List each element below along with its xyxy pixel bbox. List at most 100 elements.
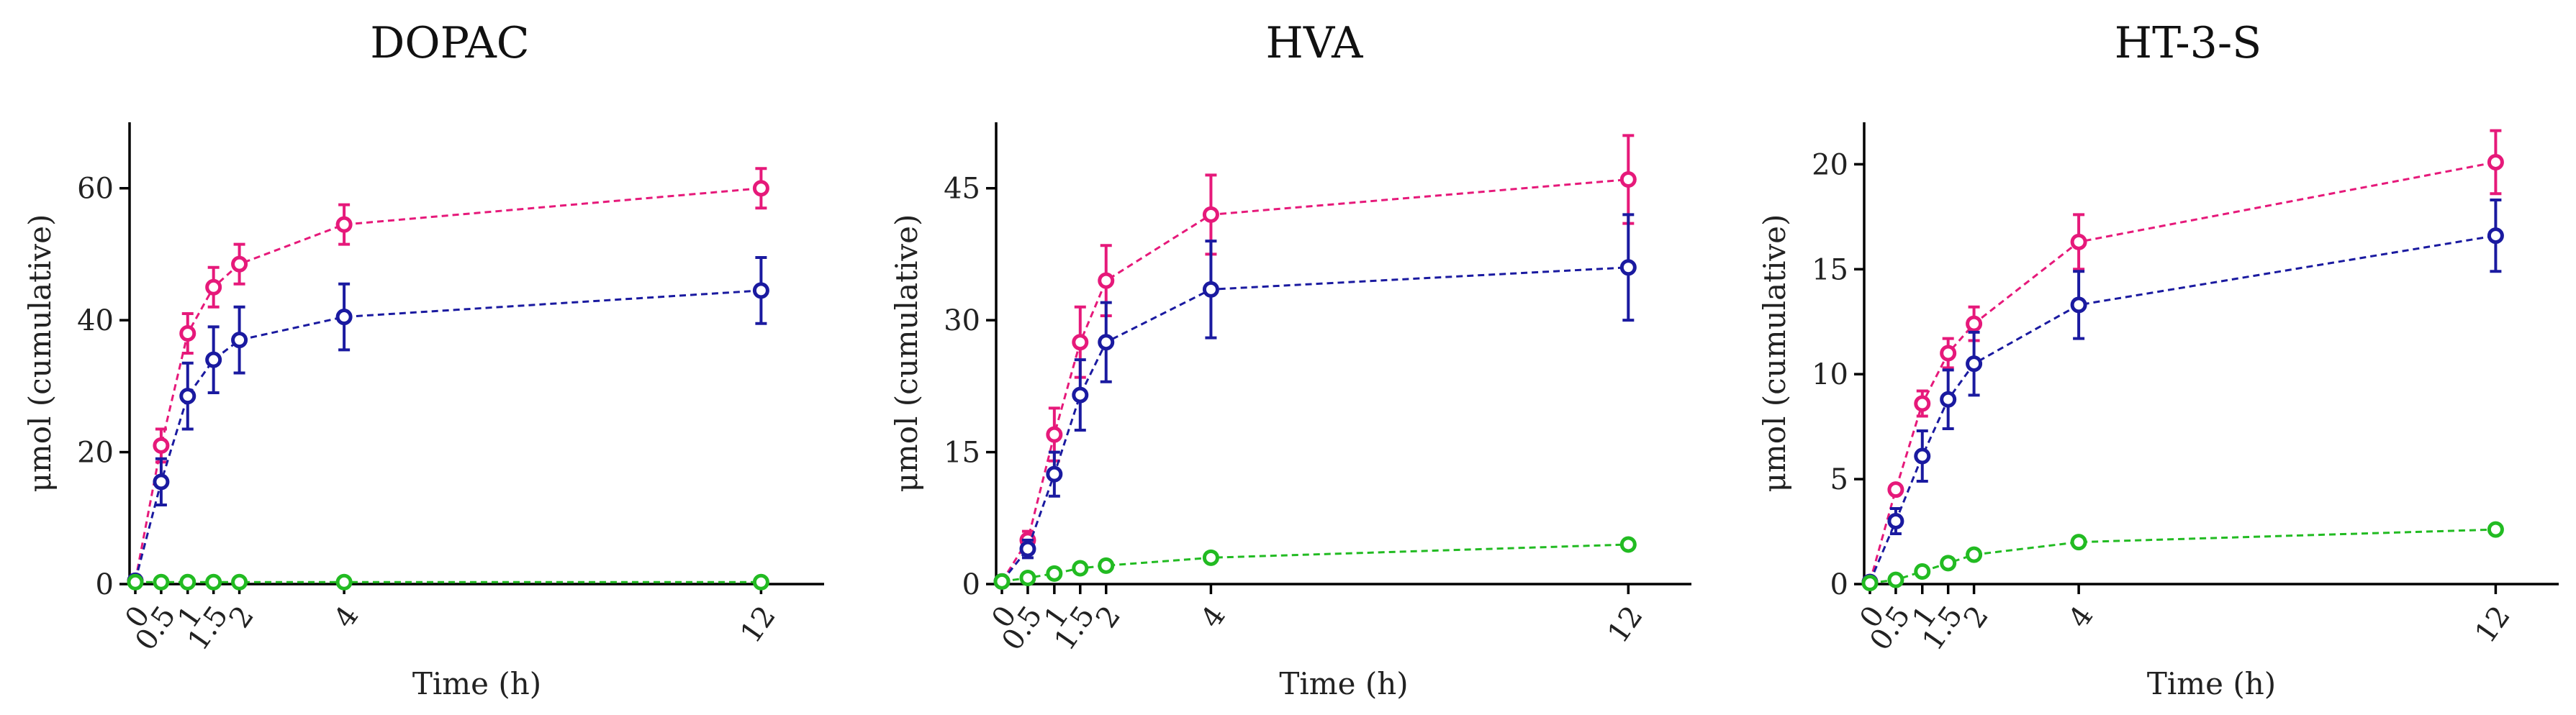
series-magenta bbox=[1861, 129, 2504, 591]
data-point bbox=[153, 473, 170, 491]
data-point bbox=[1202, 206, 1219, 223]
data-point bbox=[1072, 386, 1089, 404]
series-green bbox=[993, 536, 1637, 590]
data-point bbox=[752, 573, 769, 591]
series-line bbox=[1000, 178, 1629, 583]
data-point bbox=[205, 351, 222, 368]
series-line bbox=[1000, 266, 1629, 583]
series-line bbox=[1001, 543, 1629, 583]
series-magenta bbox=[127, 167, 769, 589]
data-point bbox=[1046, 565, 1063, 582]
data-point bbox=[1019, 569, 1036, 586]
data-point bbox=[1940, 391, 1957, 408]
data-point bbox=[1098, 272, 1115, 289]
series-blue bbox=[127, 256, 769, 589]
x-tick-label: 2 bbox=[1958, 600, 1995, 634]
data-point bbox=[231, 332, 248, 349]
series-green bbox=[1861, 521, 2504, 592]
x-tick-label: 2 bbox=[223, 600, 261, 634]
y-tick-label: 30 bbox=[944, 304, 980, 337]
data-point bbox=[335, 216, 353, 233]
y-tick-label: 15 bbox=[1812, 253, 1848, 286]
x-tick-label: 12 bbox=[2469, 600, 2517, 649]
data-point bbox=[127, 573, 144, 591]
data-point bbox=[2487, 227, 2504, 245]
data-point bbox=[153, 573, 170, 591]
series-line bbox=[1868, 160, 2496, 583]
data-point bbox=[2070, 296, 2087, 314]
y-tick-label: 5 bbox=[1830, 463, 1848, 496]
data-point bbox=[1887, 481, 1904, 498]
data-point bbox=[993, 573, 1011, 590]
chart-title: DOPAC bbox=[370, 18, 529, 68]
x-tick-label: 12 bbox=[1601, 600, 1650, 649]
data-point bbox=[1940, 555, 1957, 572]
y-tick-label: 60 bbox=[77, 173, 114, 206]
data-point bbox=[1619, 170, 1637, 188]
data-point bbox=[335, 573, 353, 591]
data-point bbox=[205, 573, 222, 591]
data-point bbox=[205, 278, 222, 296]
data-point bbox=[2070, 534, 2087, 551]
y-tick-label: 20 bbox=[77, 437, 114, 470]
data-point bbox=[1046, 465, 1063, 483]
data-point bbox=[1914, 563, 1931, 580]
data-point bbox=[153, 437, 170, 454]
data-point bbox=[179, 573, 196, 591]
y-tick-label: 0 bbox=[962, 568, 980, 601]
data-point bbox=[2487, 153, 2504, 170]
y-tick-label: 0 bbox=[96, 568, 114, 601]
chart-title: HVA bbox=[1266, 18, 1364, 68]
x-axis-label: Time (h) bbox=[1279, 666, 1408, 701]
y-axis-label: μmol (cumulative) bbox=[1757, 214, 1792, 493]
series-line bbox=[134, 187, 761, 581]
y-tick-label: 10 bbox=[1812, 358, 1848, 391]
series-line bbox=[1869, 528, 2496, 585]
x-axis-label: Time (h) bbox=[412, 666, 541, 701]
data-point bbox=[1966, 315, 1983, 332]
x-tick-label: 4 bbox=[2062, 600, 2100, 634]
data-point bbox=[1202, 281, 1219, 298]
data-point bbox=[231, 255, 248, 273]
data-point bbox=[752, 282, 769, 299]
series-green bbox=[127, 573, 769, 591]
series-blue bbox=[1861, 198, 2504, 591]
data-point bbox=[1861, 575, 1879, 592]
x-tick-label: 4 bbox=[1195, 600, 1232, 634]
data-point bbox=[1966, 546, 1983, 563]
y-tick-label: 15 bbox=[944, 437, 980, 470]
data-point bbox=[1202, 549, 1219, 566]
data-point bbox=[1098, 557, 1115, 574]
data-point bbox=[1887, 571, 1904, 588]
y-tick-label: 0 bbox=[1830, 568, 1848, 601]
data-point bbox=[2070, 233, 2087, 250]
data-point bbox=[335, 309, 353, 326]
x-axis-label: Time (h) bbox=[2147, 666, 2276, 701]
y-tick-label: 40 bbox=[77, 304, 114, 337]
data-point bbox=[1072, 334, 1089, 351]
y-axis-label: μmol (cumulative) bbox=[22, 214, 58, 493]
x-tick-label: 4 bbox=[327, 600, 365, 634]
series-line bbox=[1868, 234, 2496, 583]
x-tick-label: 12 bbox=[734, 600, 782, 649]
data-point bbox=[1046, 426, 1063, 443]
y-tick-label: 45 bbox=[944, 173, 980, 206]
x-tick-label: 2 bbox=[1090, 600, 1127, 634]
data-point bbox=[231, 573, 248, 591]
data-point bbox=[179, 388, 196, 405]
y-tick-label: 20 bbox=[1812, 148, 1848, 181]
data-point bbox=[1914, 395, 1931, 412]
data-point bbox=[752, 180, 769, 197]
data-point bbox=[1098, 334, 1115, 351]
data-point bbox=[1619, 259, 1637, 276]
data-point bbox=[1966, 355, 1983, 373]
y-axis-label: μmol (cumulative) bbox=[889, 214, 924, 493]
data-point bbox=[179, 324, 196, 342]
data-point bbox=[1019, 540, 1036, 557]
data-point bbox=[1072, 560, 1089, 577]
data-point bbox=[1940, 345, 1957, 362]
data-point bbox=[2487, 521, 2504, 538]
